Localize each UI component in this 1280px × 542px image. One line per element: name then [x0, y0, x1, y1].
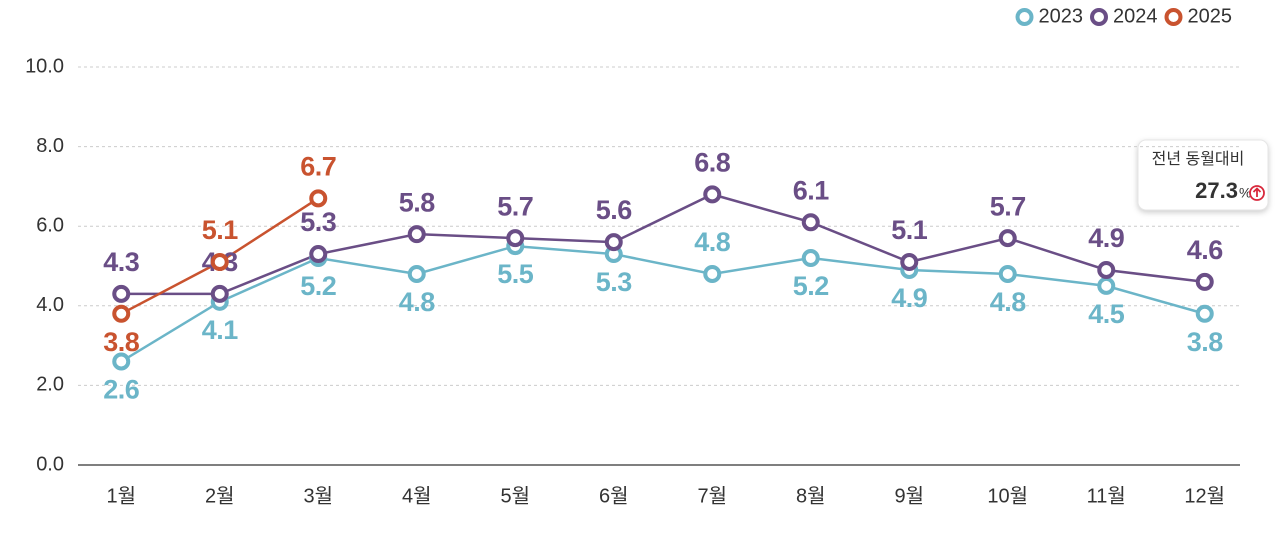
data-label: 5.8 [399, 187, 436, 217]
data-label: 4.1 [202, 315, 239, 345]
data-label: 4.8 [399, 287, 436, 317]
data-label: 6.1 [793, 175, 830, 205]
data-label: 4.9 [891, 283, 928, 313]
up-arrow [1252, 187, 1262, 197]
point [1097, 260, 1116, 279]
data-label: 5.1 [202, 215, 239, 245]
data-label: 4.3 [103, 247, 140, 277]
y-tick-label: 6.0 [36, 214, 64, 236]
point [1195, 304, 1214, 323]
data-label: 5.7 [497, 191, 533, 221]
point [407, 225, 426, 244]
point [801, 213, 820, 232]
x-tick-label: 6월 [599, 484, 629, 507]
y-tick-label: 8.0 [36, 135, 64, 157]
series-line [120, 244, 1206, 363]
annotation-unit: % [1239, 185, 1251, 201]
point [1097, 276, 1116, 295]
data-label: 3.8 [1187, 327, 1224, 357]
point [801, 249, 820, 268]
data-label: 5.2 [793, 271, 829, 301]
legend-label: 2025 [1188, 5, 1233, 27]
point [1195, 272, 1214, 291]
x-tick-label: 5월 [500, 484, 530, 507]
point [900, 253, 919, 272]
data-label: 4.5 [1088, 299, 1125, 329]
legend-label: 2023 [1039, 5, 1084, 27]
point [309, 189, 328, 208]
annotation-value: 27.3 [1195, 178, 1238, 203]
y-tick-label: 4.0 [36, 294, 64, 316]
point [210, 284, 229, 303]
annotation-title: 전년 동월대비 [1152, 150, 1245, 168]
point [998, 229, 1017, 248]
data-label: 4.8 [694, 227, 731, 257]
data-label: 4.9 [1088, 223, 1125, 253]
x-tick-label: 8월 [796, 484, 826, 507]
x-tick-label: 7월 [697, 484, 727, 507]
point [703, 264, 722, 283]
x-tick-label: 1월 [106, 484, 136, 507]
data-label: 4.8 [990, 287, 1027, 317]
y-tick-label: 10.0 [25, 55, 64, 77]
point [210, 253, 229, 272]
legend-marker [1164, 8, 1183, 26]
x-tick-label: 11월 [1087, 484, 1126, 507]
point [998, 264, 1017, 283]
annotation-box [1137, 139, 1269, 211]
point [506, 229, 525, 248]
data-label: 5.6 [596, 195, 633, 225]
annotation: 전년 동월대비 27.3 % [1137, 139, 1269, 211]
data-label: 2.6 [103, 375, 140, 405]
data-label: 5.3 [300, 207, 337, 237]
x-tick-label: 12월 [1184, 484, 1225, 507]
legend-marker [1090, 8, 1108, 26]
data-label: 5.2 [300, 271, 336, 301]
point [407, 264, 426, 283]
series-line [121, 193, 1205, 296]
x-tick-label: 3월 [303, 484, 333, 507]
x-tick-label: 2월 [205, 484, 235, 507]
point [112, 284, 131, 303]
point [309, 245, 328, 264]
data-label: 5.5 [497, 259, 534, 289]
legend-marker [1015, 8, 1034, 26]
data-label: 6.7 [300, 151, 336, 181]
point [703, 185, 722, 204]
data-label: 4.6 [1187, 235, 1224, 265]
point [112, 352, 131, 371]
y-tick-label: 2.0 [36, 374, 64, 396]
legend-label: 2024 [1113, 5, 1158, 27]
point [604, 233, 623, 252]
data-label: 5.3 [596, 267, 633, 297]
x-tick-label: 9월 [894, 484, 924, 507]
point [112, 304, 131, 323]
data-label: 5.7 [990, 191, 1026, 221]
data-label: 5.1 [891, 215, 928, 245]
data-label: 3.8 [103, 327, 140, 357]
x-tick-label: 4월 [402, 484, 432, 507]
data-label: 6.8 [694, 147, 731, 177]
up-icon [1249, 185, 1265, 201]
y-tick-label: 0.0 [36, 453, 64, 475]
x-tick-label: 10월 [987, 484, 1028, 507]
